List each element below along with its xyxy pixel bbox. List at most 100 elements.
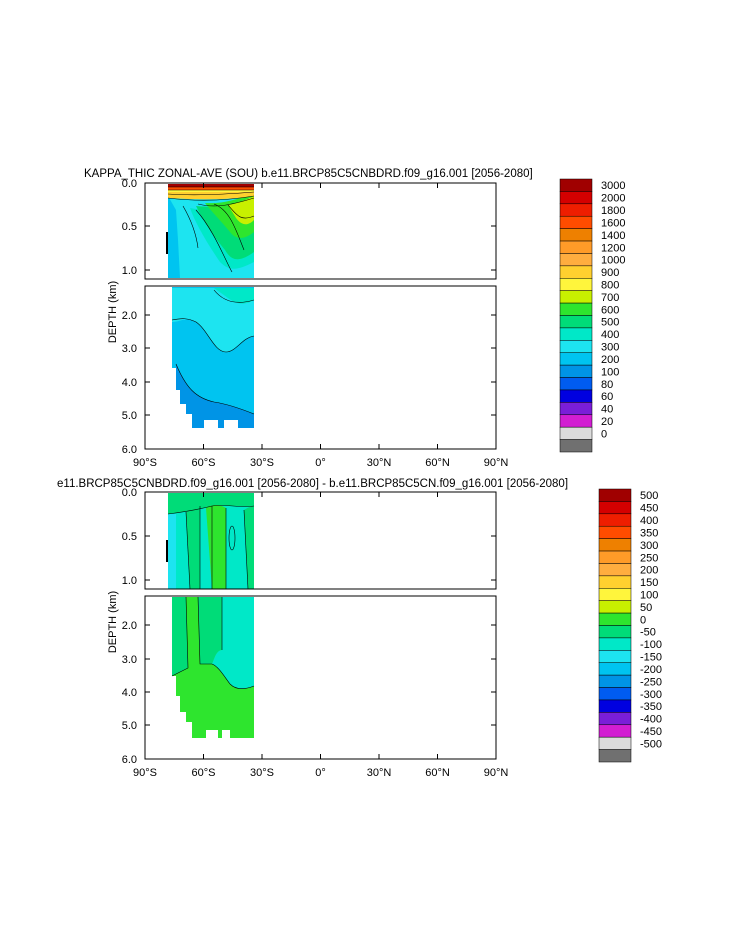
panel-2-ytick-7: 6.0: [122, 754, 137, 766]
colorbar-label: -150: [640, 652, 662, 664]
colorbar-swatch: [559, 278, 593, 291]
colorbar-label: -450: [640, 726, 662, 738]
colorbar-label: 0: [640, 614, 646, 626]
colorbar-swatch: [559, 178, 593, 192]
colorbar-swatch: [598, 662, 632, 676]
colorbar-swatch: [598, 724, 632, 738]
colorbar-label: 500: [640, 490, 658, 502]
colorbar-label: -400: [640, 714, 662, 726]
colorbar-label: -200: [640, 664, 662, 676]
colorbar-label: 1200: [601, 242, 625, 254]
colorbar-swatch: [598, 600, 632, 614]
panel-2-ytick-6: 5.0: [122, 720, 137, 732]
colorbar-swatch: [598, 588, 632, 601]
colorbar-label: -350: [640, 701, 662, 713]
colorbar-swatch: [598, 637, 632, 651]
colorbar-label: 1800: [601, 205, 625, 217]
panel-1-upper-field: [166, 184, 255, 278]
colorbar-swatch: [559, 240, 593, 254]
colorbar-swatch: [559, 265, 593, 279]
colorbar-label: 0: [601, 428, 607, 440]
colorbar-label: 3000: [601, 180, 625, 192]
panel-2: e11.BRCP85C5CNBDRD.f09_g16.001 [2056-208…: [57, 478, 662, 779]
colorbar-swatch: [559, 364, 593, 378]
colorbar-swatch: [598, 575, 632, 589]
colorbar-label: 1600: [601, 217, 625, 229]
colorbar-label: 350: [640, 527, 658, 539]
colorbar-swatch: [598, 501, 632, 515]
colorbar-swatch: [598, 488, 632, 502]
colorbar-swatch: [598, 563, 632, 577]
colorbar-swatch: [598, 650, 632, 663]
panel-1-colorbar: 3000200018001600140012001000900800700600…: [559, 178, 625, 453]
colorbar-label: 400: [640, 515, 658, 527]
panel-1-xtick-2: 30°S: [250, 457, 274, 469]
colorbar-swatch: [598, 749, 632, 763]
colorbar-label: -500: [640, 738, 662, 750]
panel-2-xtick-1: 60°S: [192, 767, 216, 779]
colorbar-label: -250: [640, 676, 662, 688]
panel-1: KAPPA_THIC ZONAL-AVE (SOU) b.e11.BRCP85C…: [84, 168, 625, 469]
colorbar-label: 1000: [601, 255, 625, 267]
panel-2-colorbar: 500450400350300250200150100500-50-100-15…: [598, 488, 662, 763]
colorbar-swatch: [559, 377, 593, 391]
panel-1-y-axis-lower: 2.0 3.0 4.0 5.0 6.0: [122, 310, 496, 456]
colorbar-swatch: [559, 402, 593, 416]
panel-1-ytick-0: 0.0: [122, 178, 137, 190]
colorbar-swatch: [598, 674, 632, 688]
panel-2-ytick-2: 1.0: [122, 575, 137, 587]
panel-2-ytick-3: 2.0: [122, 620, 137, 632]
panel-2-xtick-0: 90°S: [133, 767, 157, 779]
colorbar-swatch: [559, 315, 593, 329]
colorbar-label: 900: [601, 267, 619, 279]
panel-1-xtick-3: 0°: [315, 457, 326, 469]
panel-2-xtick-6: 90°N: [484, 767, 509, 779]
panel-2-ylabel: DEPTH (km): [107, 591, 119, 653]
panel-1-lower-field: [171, 287, 255, 428]
panel-1-ytick-6: 5.0: [122, 410, 137, 422]
colorbar-swatch: [559, 414, 593, 428]
colorbar-swatch: [598, 736, 632, 750]
panel-2-upper-field: [166, 493, 255, 590]
colorbar-swatch: [598, 625, 632, 639]
colorbar-swatch: [559, 327, 593, 341]
panel-2-title: e11.BRCP85C5CNBDRD.f09_g16.001 [2056-208…: [57, 478, 568, 490]
colorbar-label: 400: [601, 329, 619, 341]
colorbar-swatch: [598, 687, 632, 701]
colorbar-label: 100: [640, 589, 658, 601]
colorbar-label: -100: [640, 639, 662, 651]
colorbar-swatch: [559, 389, 593, 403]
panel-2-y-axis-lower: 2.0 3.0 4.0 5.0 6.0: [122, 620, 496, 766]
colorbar-label: 20: [601, 416, 613, 428]
colorbar-swatch: [559, 228, 593, 242]
colorbar-label: 500: [601, 317, 619, 329]
colorbar-label: -300: [640, 689, 662, 701]
colorbar-label: 300: [601, 342, 619, 354]
colorbar-swatch: [598, 538, 632, 552]
colorbar-label: 80: [601, 379, 613, 391]
panel-2-x-axis: 90°S 60°S 30°S 0° 30°N 60°N 90°N: [133, 492, 508, 779]
colorbar-swatch: [559, 302, 593, 316]
colorbar-swatch: [559, 352, 593, 366]
colorbar-label: 40: [601, 404, 613, 416]
colorbar-swatch: [559, 203, 593, 217]
colorbar-label: 1400: [601, 230, 625, 242]
panel-1-xtick-5: 60°N: [425, 457, 450, 469]
colorbar-swatch: [598, 550, 632, 564]
colorbar-label: 600: [601, 304, 619, 316]
colorbar-label: 2000: [601, 193, 625, 205]
panel-2-xtick-4: 30°N: [367, 767, 392, 779]
panel-2-xtick-5: 60°N: [425, 767, 450, 779]
colorbar-label: 250: [640, 552, 658, 564]
panel-1-xtick-0: 90°S: [133, 457, 157, 469]
colorbar-swatch: [598, 612, 632, 626]
colorbar-swatch: [559, 290, 593, 304]
panel-2-ytick-0: 0.0: [122, 487, 137, 499]
panel-1-ytick-7: 6.0: [122, 444, 137, 456]
colorbar-label: 60: [601, 391, 613, 403]
panel-2-ytick-1: 0.5: [122, 531, 137, 543]
colorbar-label: 100: [601, 366, 619, 378]
colorbar-swatch: [559, 191, 593, 205]
colorbar-label: 300: [640, 540, 658, 552]
panel-2-ytick-5: 4.0: [122, 687, 137, 699]
